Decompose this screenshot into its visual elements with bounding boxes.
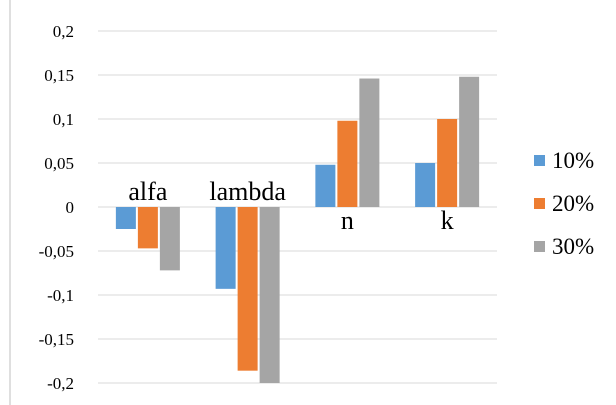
legend-swatch: [534, 241, 545, 252]
bar-n-10%: [315, 164, 336, 207]
bars: [115, 76, 480, 383]
bar-n-20%: [337, 120, 358, 207]
legend-swatch: [534, 155, 545, 166]
y-tick-label: 0,1: [53, 110, 74, 129]
bar-alfa-10%: [115, 207, 136, 229]
category-label: n: [341, 206, 354, 235]
category-label: lambda: [209, 177, 286, 206]
y-tick-label: -0,1: [47, 286, 74, 305]
y-tick-label: 0,15: [44, 66, 74, 85]
legend-label: 20%: [552, 191, 594, 216]
bar-k-20%: [437, 119, 458, 207]
legend: 10% 20% 30%: [534, 148, 594, 259]
y-tick-label: -0,05: [39, 242, 74, 261]
legend-label: 10%: [552, 148, 594, 173]
legend-label: 30%: [552, 234, 594, 259]
y-axis-ticks: 0,2 0,15 0,1 0,05 0 -0,05 -0,1 -0,15 -0,2: [39, 22, 74, 393]
bar-k-30%: [459, 76, 480, 207]
y-tick-label: 0,2: [53, 22, 74, 41]
y-tick-label: 0,05: [44, 154, 74, 173]
bar-n-30%: [359, 78, 380, 208]
category-label: k: [441, 206, 454, 235]
y-tick-label: 0: [66, 198, 75, 217]
y-tick-label: -0,15: [39, 330, 74, 349]
bar-lambda-30%: [259, 207, 280, 383]
category-label: alfa: [128, 177, 167, 206]
bar-alfa-30%: [159, 207, 180, 271]
legend-swatch: [534, 198, 545, 209]
bar-alfa-20%: [137, 207, 158, 249]
bar-lambda-20%: [237, 207, 258, 371]
bar-k-10%: [415, 163, 436, 207]
y-tick-label: -0,2: [47, 374, 74, 393]
bar-lambda-10%: [215, 207, 236, 289]
category-labels: alfa lambda n k: [128, 177, 453, 235]
